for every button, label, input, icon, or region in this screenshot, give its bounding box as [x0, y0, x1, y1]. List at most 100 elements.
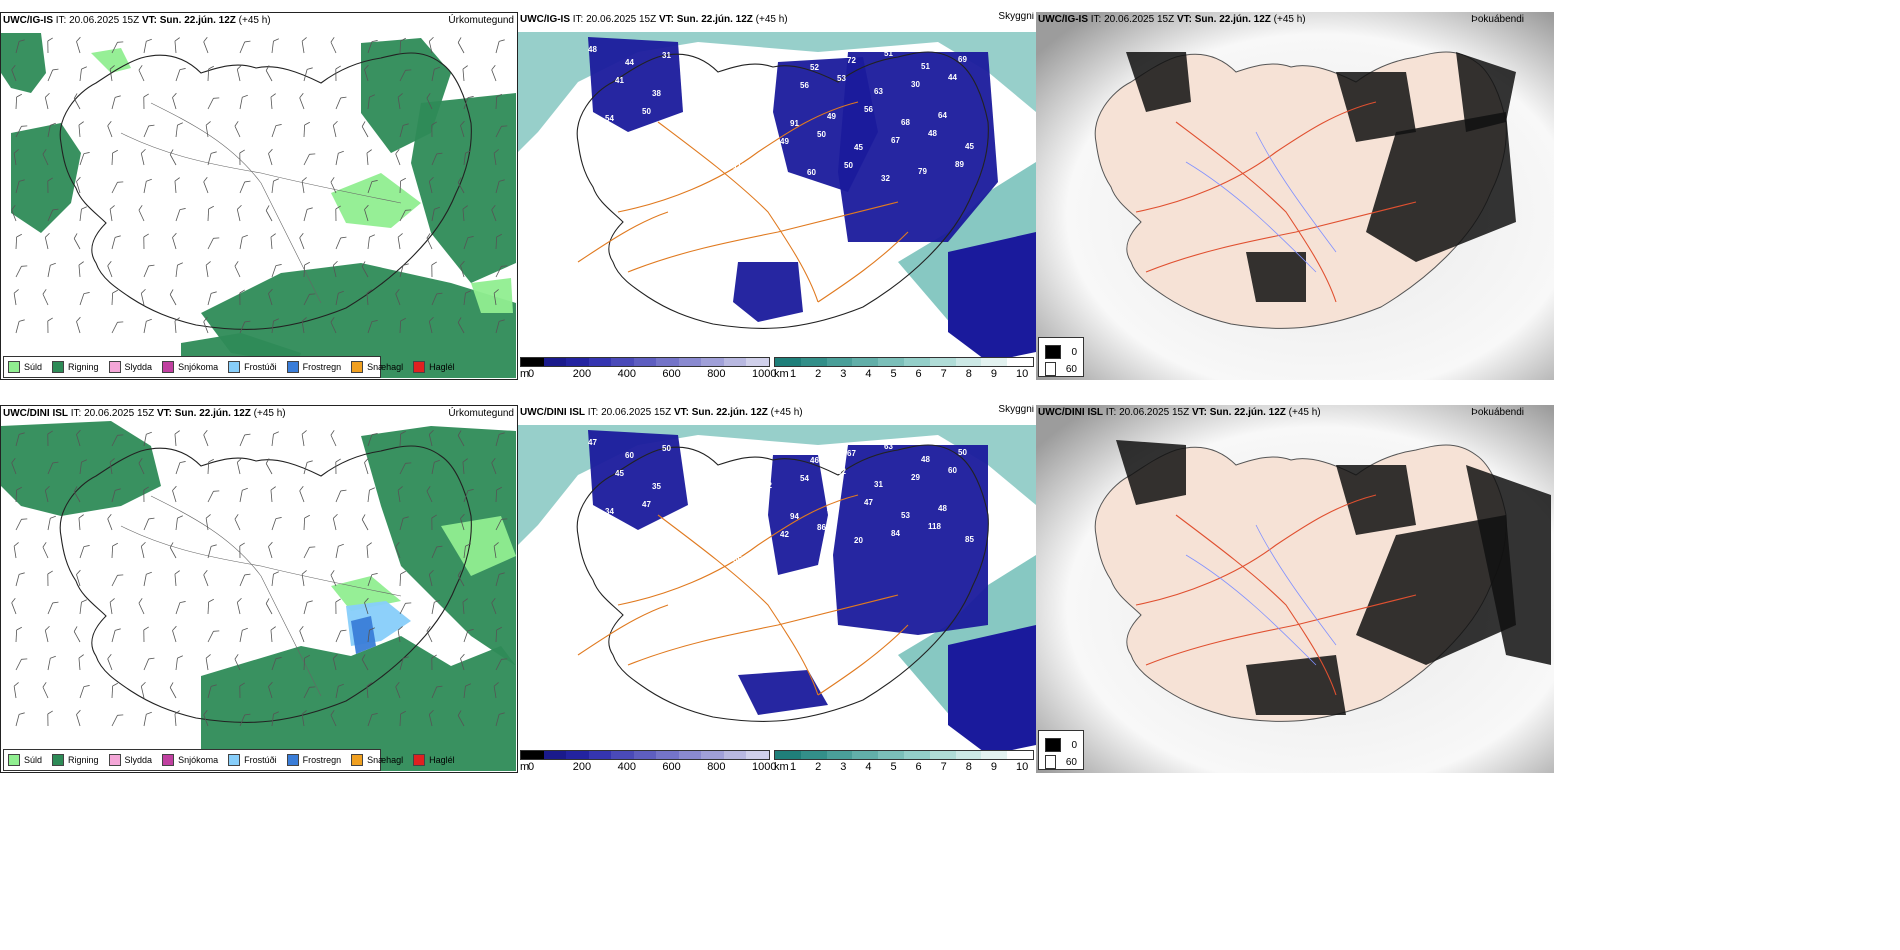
- precip-legend-bottom: Súld Rigning Slydda Snjókoma Frostúði Frostre…: [3, 749, 455, 771]
- colorbar-tick: 8: [965, 761, 972, 773]
- ceiling-value: 56: [800, 81, 809, 90]
- ceiling-value: 30: [911, 80, 920, 89]
- ceiling-value: 45: [615, 469, 624, 478]
- ceiling-value: 29: [911, 473, 920, 482]
- precip-map-top: [1, 13, 517, 379]
- ceiling-value: 54: [800, 474, 809, 483]
- colorbar-tick: 600: [662, 761, 681, 773]
- ceiling-value: 85: [965, 535, 974, 544]
- ceiling-value: 35: [652, 482, 661, 491]
- legend-swatch: [286, 754, 299, 766]
- ceiling-value: 35: [699, 457, 708, 466]
- cloud-title-bottom: Þokuábendi: [1471, 407, 1524, 418]
- ceiling-value: 42: [780, 530, 789, 539]
- precip-legend-item: Snæhagl: [351, 361, 403, 373]
- ceiling-value: 78: [753, 499, 762, 508]
- ceiling-value: 52: [743, 144, 752, 153]
- colorbar-tick: 3: [840, 368, 847, 380]
- colorbar-unit: m: [520, 368, 530, 380]
- precip-header-bottom: UWC/DINI ISL IT: 20.06.2025 15Z VT: Sun.…: [3, 408, 286, 419]
- precip-legend-item: Snjókoma: [162, 361, 218, 373]
- legend-swatch: [413, 361, 426, 373]
- legend-label: Súld: [24, 755, 43, 765]
- ceiling-title-bottom: Skyggni: [998, 405, 1034, 415]
- legend-label: Snæhagl: [367, 362, 404, 372]
- ceiling-value: 60: [807, 168, 816, 177]
- ceiling-value: 46: [706, 131, 715, 140]
- cloud-header-top: UWC/IG-IS IT: 20.06.2025 15Z VT: Sun. 22…: [1038, 14, 1306, 25]
- legend-label: Súld: [24, 362, 43, 372]
- precip-map-bottom: [1, 406, 517, 772]
- ceiling-value: 42: [595, 132, 604, 141]
- legend-swatch: [228, 361, 241, 373]
- colorbar-tick: 4: [865, 368, 872, 380]
- cloud-title-top: Þokuábendi: [1471, 14, 1524, 25]
- ceiling-value: 45: [706, 524, 715, 533]
- ceiling-value: 52: [837, 467, 846, 476]
- colorbar-tick: 6: [915, 368, 922, 380]
- colorbar-tick: 800: [707, 761, 726, 773]
- colorbar-unit: m: [520, 761, 530, 773]
- height-colorbar-top: m 0 200 400 600 800 1000: [520, 357, 776, 380]
- ceiling-value: 63: [884, 442, 893, 451]
- ceiling-value: 44: [625, 58, 634, 67]
- legend-label: Rigning: [68, 755, 99, 765]
- legend-swatch: [8, 754, 20, 766]
- legend-label: Frostúði: [244, 362, 277, 372]
- ceiling-value: 79: [918, 167, 927, 176]
- ceiling-value: 48: [699, 64, 708, 73]
- ceiling-value: 48: [928, 129, 937, 138]
- cloud-legend-bottom: 0 60: [1038, 730, 1084, 770]
- ceiling-value: 67: [847, 449, 856, 458]
- precip-legend-item: Frostúði: [228, 361, 277, 373]
- legend-swatch: [351, 754, 364, 766]
- cloud-map-top: [1036, 12, 1554, 380]
- ceiling-value: 68: [901, 118, 910, 127]
- colorbar-tick: 200: [572, 761, 592, 773]
- legend-label: Snæhagl: [367, 755, 404, 765]
- legend-swatch: [108, 361, 121, 373]
- ceiling-value: 91: [790, 119, 799, 128]
- ceiling-value: 48: [938, 504, 947, 513]
- ceiling-header-top: UWC/IG-IS IT: 20.06.2025 15Z VT: Sun. 22…: [520, 14, 788, 25]
- ceiling-value: 60: [948, 466, 957, 475]
- precip-legend-item: Haglél: [413, 361, 455, 373]
- ceiling-value: 32: [881, 174, 890, 183]
- ceiling-value: 49: [622, 163, 631, 172]
- legend-swatch: [286, 361, 299, 373]
- colorbar-tick: 800: [707, 368, 726, 380]
- ceiling-title-top: Skyggni: [998, 12, 1034, 22]
- height-colorbar-bottom: m 0 200 400 600 800 1000: [520, 750, 776, 773]
- ceiling-value: 85: [733, 555, 742, 564]
- cloud-panel-top: UWC/IG-IS IT: 20.06.2025 15Z VT: Sun. 22…: [1036, 12, 1554, 380]
- precip-legend-item: Frostúði: [228, 754, 277, 766]
- ceiling-value: 32: [679, 120, 688, 129]
- ceiling-value: 50: [659, 176, 668, 185]
- ceiling-value: 35: [726, 75, 735, 84]
- colorbar-tick: 400: [617, 761, 636, 773]
- ceiling-value: 73: [753, 106, 762, 115]
- precip-legend-item: Snjókoma: [162, 754, 218, 766]
- ceiling-header-bottom: UWC/DINI ISL IT: 20.06.2025 15Z VT: Sun.…: [520, 407, 803, 418]
- ceiling-value: 50: [817, 130, 826, 139]
- colorbar-tick: 3: [840, 761, 847, 773]
- colorbar-unit: km: [774, 368, 789, 380]
- ceiling-value: 51: [884, 49, 893, 58]
- cloud-map-bottom: [1036, 405, 1554, 773]
- ceiling-value: 46: [810, 456, 819, 465]
- legend-label: Rigning: [68, 362, 99, 372]
- ceiling-value: 53: [901, 511, 910, 520]
- colorbar-tick: 5: [890, 368, 897, 380]
- ceiling-panel-top: 48 44 31 48 53 39 52 72 51 51 69 41 38 43 35 55 56 53 63 30…: [518, 12, 1036, 380]
- ceiling-value: 44: [689, 475, 698, 484]
- colorbar-tick: 6: [915, 761, 922, 773]
- colorbar-tick: 2: [815, 368, 822, 380]
- precip-panel-top: UWC/IG-IS IT: 20.06.2025 15Z VT: Sun. 22…: [0, 12, 518, 380]
- precip-legend-item: Slydda: [108, 361, 152, 373]
- precip-legend-item: Rigning: [52, 361, 99, 373]
- ceiling-value: 32: [763, 481, 772, 490]
- ceiling-map-bottom: 4760503562514667634850453544603254523129…: [518, 405, 1036, 773]
- precip-legend-item: Rigning: [52, 754, 99, 766]
- ceiling-value: 51: [921, 62, 930, 71]
- colorbar-unit: km: [774, 761, 789, 773]
